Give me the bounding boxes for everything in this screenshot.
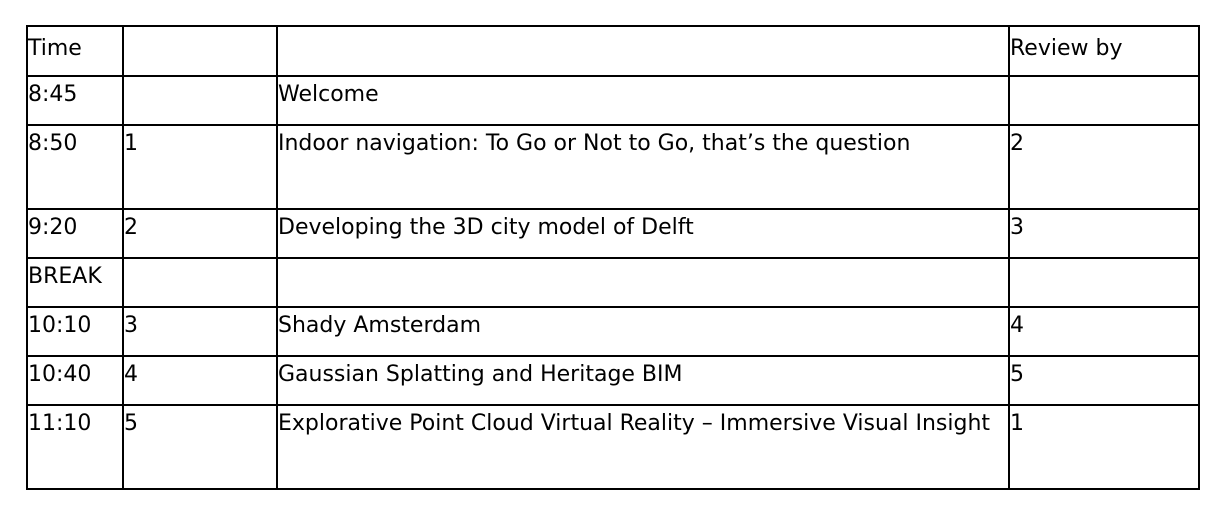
table-row: BREAK xyxy=(26,257,1200,308)
row-title: Developing the 3D city model of Delft xyxy=(276,208,1010,259)
row-title: Shady Amsterdam xyxy=(276,306,1010,357)
row-review-by xyxy=(1008,257,1200,308)
schedule-table: Time Review by 8:45 Welcome 8:50 1 Indoo… xyxy=(26,25,1200,490)
table-row: 8:45 Welcome xyxy=(26,75,1200,126)
row-review-by xyxy=(1008,75,1200,126)
header-review-by: Review by xyxy=(1008,25,1200,77)
row-time: 11:10 xyxy=(26,404,124,490)
row-time: 8:45 xyxy=(26,75,124,126)
row-title: Welcome xyxy=(276,75,1010,126)
table-row: 10:40 4 Gaussian Splatting and Heritage … xyxy=(26,355,1200,406)
table-row: 8:50 1 Indoor navigation: To Go or Not t… xyxy=(26,124,1200,210)
table-row: 10:10 3 Shady Amsterdam 4 xyxy=(26,306,1200,357)
row-title: Explorative Point Cloud Virtual Reality … xyxy=(276,404,1010,490)
row-number: 5 xyxy=(122,404,278,490)
row-number: 4 xyxy=(122,355,278,406)
table-header-row: Time Review by xyxy=(26,25,1200,77)
table-row: 11:10 5 Explorative Point Cloud Virtual … xyxy=(26,404,1200,490)
row-review-by: 4 xyxy=(1008,306,1200,357)
row-number xyxy=(122,257,278,308)
row-time: 10:10 xyxy=(26,306,124,357)
table-row: 9:20 2 Developing the 3D city model of D… xyxy=(26,208,1200,259)
row-time: 8:50 xyxy=(26,124,124,210)
row-title: Indoor navigation: To Go or Not to Go, t… xyxy=(276,124,1010,210)
row-review-by: 2 xyxy=(1008,124,1200,210)
row-title xyxy=(276,257,1010,308)
row-review-by: 1 xyxy=(1008,404,1200,490)
row-number: 3 xyxy=(122,306,278,357)
row-time: 9:20 xyxy=(26,208,124,259)
header-number xyxy=(122,25,278,77)
row-title: Gaussian Splatting and Heritage BIM xyxy=(276,355,1010,406)
row-review-by: 3 xyxy=(1008,208,1200,259)
row-number xyxy=(122,75,278,126)
row-number: 2 xyxy=(122,208,278,259)
header-title xyxy=(276,25,1010,77)
header-time: Time xyxy=(26,25,124,77)
row-time: 10:40 xyxy=(26,355,124,406)
row-number: 1 xyxy=(122,124,278,210)
row-time: BREAK xyxy=(26,257,124,308)
row-review-by: 5 xyxy=(1008,355,1200,406)
